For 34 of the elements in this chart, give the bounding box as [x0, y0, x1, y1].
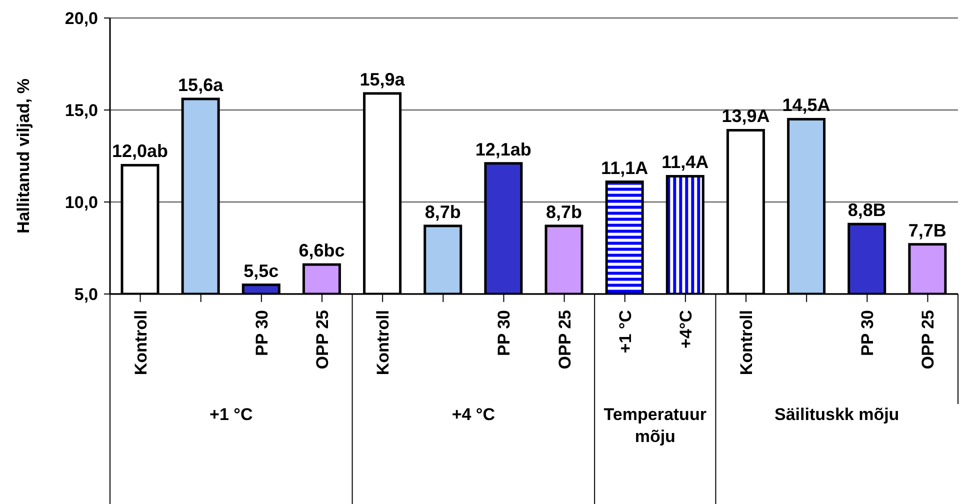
text: +1 °C	[208, 404, 254, 426]
data-label: 11,1A	[601, 158, 648, 178]
x-tick-label: Kontroll	[737, 310, 756, 376]
y-tick-label: 10,0	[64, 193, 98, 212]
x-tick-label: PP 30	[494, 310, 514, 356]
x-tick-label: OPP 25	[313, 310, 332, 370]
y-tick-label: 15,0	[64, 101, 98, 120]
data-label: 13,9A	[722, 106, 770, 126]
data-label: 12,0ab	[112, 141, 168, 162]
x-tick-label: PP 30	[252, 310, 272, 356]
x-tick-label: +4°C	[676, 310, 696, 348]
text: Temperatuur mõju	[602, 404, 708, 448]
text: +4 °C	[450, 404, 496, 426]
data-label: 15,6a	[178, 74, 224, 95]
x-tick-label: OPP 25	[918, 310, 938, 370]
text: Säilituskk mõju	[773, 404, 900, 426]
data-label: 14,5A	[782, 95, 830, 116]
y-tick-label: 20,0	[64, 9, 98, 28]
x-tick-label: +1 °C	[616, 310, 635, 354]
x-tick-label: PP 30	[858, 310, 878, 356]
data-label: 8,7b	[424, 202, 461, 222]
data-label: 8,8B	[848, 200, 886, 220]
data-label: 15,9a	[360, 69, 406, 90]
data-label: 7,7B	[908, 220, 946, 240]
data-label: 5,5c	[244, 260, 279, 281]
x-tick-label: Kontroll	[131, 310, 150, 376]
y-tick-label: 5,0	[74, 285, 98, 304]
data-label: 11,4A	[662, 152, 709, 172]
data-label: 8,7b	[546, 202, 582, 222]
x-tick-label: OPP 25	[555, 310, 574, 370]
data-label: 6,6bc	[298, 240, 345, 261]
x-tick-label: Kontroll	[374, 310, 393, 376]
data-label: 12,1ab	[475, 139, 532, 160]
y-axis-title: Hallitanud viljad, %	[14, 78, 34, 234]
